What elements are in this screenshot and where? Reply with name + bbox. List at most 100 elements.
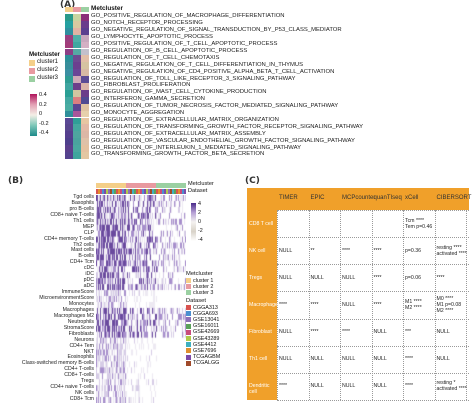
panel-b-dataset-cell: [124, 189, 127, 194]
panel-b-row-label: ImmuneScore: [61, 289, 94, 296]
panel-a-heatmap-cell: [65, 48, 73, 56]
panel-c-row-header: Dendritic cell: [249, 383, 270, 396]
panel-a-heatmap-cell: [65, 83, 73, 90]
panel-a-heatmap-cell: [73, 110, 81, 118]
panel-a-go-term-label: GO_POSITIVE_REGULATION_OF_T_CELL_APOPTOT…: [91, 41, 278, 47]
panel-b-row-label: MicroenvironmentScore: [39, 295, 94, 302]
panel-b-row-label: Tregs: [80, 378, 94, 385]
panel-b-metcluster-cell: [152, 183, 155, 188]
panel-a-go-term-label: GO_REGULATION_OF_TRANSFORMING_GROWTH_FAC…: [91, 123, 364, 130]
panel-a-colorbar-tick: 0.2: [39, 101, 47, 108]
panel-c-cell: ****: [342, 247, 351, 254]
panel-a-heatmap-cell: [65, 110, 73, 118]
panel-c-cell: ****: [310, 302, 319, 308]
panel-b-dataset-cell: [108, 189, 111, 194]
panel-a-legend-title: Metcluster: [29, 51, 60, 58]
panel-c-cell: ****: [373, 247, 382, 254]
panel-c-column-header: MCPcounter: [342, 195, 376, 201]
panel-c-cell: NULL: [373, 329, 387, 336]
panel-a-annotation-label: Metcluster: [91, 5, 123, 12]
panel-b-colorbar: [191, 203, 196, 241]
panel-a-heatmap-cell: [81, 124, 89, 132]
panel-b-row-label: Tgd cells: [73, 194, 94, 200]
panel-b-metcluster-cell: [170, 183, 173, 188]
panel-a-heatmap-cell: [65, 124, 73, 132]
panel-b-metcluster-legend: cluster 1 cluster 2 cluster 3: [186, 278, 234, 298]
panel-a-heatmap-cell: [73, 89, 81, 97]
panel-a-heatmap-cell: [73, 96, 81, 104]
panel-b-dataset-swatch: [186, 305, 191, 310]
panel-c-cell: resting * activated ****: [436, 380, 467, 393]
panel-b-dataset-swatch: [186, 317, 191, 323]
panel-c-grid-hline: [277, 291, 469, 293]
panel-b-colorbar-tick: 2: [198, 210, 201, 216]
panel-c-grid-vline: [277, 210, 278, 400]
panel-b-row-label: pro B-cells: [69, 205, 94, 212]
panel-b-row-label: iDC: [85, 271, 94, 278]
panel-b-dataset-cell: [148, 189, 151, 194]
panel-a-heatmap-cell: [65, 55, 73, 63]
panel-c-column-header: EPIC: [310, 195, 325, 201]
panel-b-row-labels: Tgd cells Basophils pro B-cells CD8+ naive …: [0, 194, 94, 405]
panel-a-heatmap-cell: [73, 152, 81, 159]
panel-a-legend-label: cluster2: [37, 67, 59, 73]
panel-a-colorbar-ticks: 0.4 0.2 0 -0.2 -0.4: [39, 92, 59, 140]
panel-b-metcluster-cell: [158, 183, 161, 188]
panel-b-metcluster-cell: [142, 183, 145, 188]
panel-b-colorbar-tick: 4: [198, 201, 201, 207]
panel-c-cell: **: [310, 247, 315, 254]
panel-c-grid-vline: [371, 210, 373, 400]
panel-b-dataset-cell: [126, 189, 129, 194]
panel-b-metcluster-cell: [134, 183, 137, 188]
panel-b-metcluster-cell: [160, 183, 163, 188]
panel-c-table: TIMER EPIC MCPcounter quanTIseq xCell CIBERSO…: [247, 188, 471, 401]
panel-c-grid-hline: [277, 372, 469, 374]
panel-b-dataset-legend: CGGA313 CGGA693 GSE13041 GSE16011 GSE42669 GS…: [186, 305, 234, 369]
panel-b-dataset-cell: [180, 189, 183, 194]
panel-b-colorbar-tick: 0: [198, 219, 201, 225]
panel-b-dataset-cell: [178, 189, 181, 194]
panel-b-dataset-swatch: [186, 348, 191, 354]
panel-c-cell: ****: [310, 329, 319, 336]
panel-a-go-term-label: GO_REGULATION_OF_EXTRACELLULAR_MATRIX_AS…: [91, 130, 266, 137]
panel-b-dataset-label: GSE42669: [193, 329, 220, 336]
panel-b-row-label: pDC: [83, 277, 94, 284]
panel-c-grid-vline: [308, 210, 310, 400]
panel-a-colorbar: [30, 94, 37, 136]
panel-b-dataset-swatch: [186, 336, 191, 341]
panel-b-metcluster-cell: [138, 183, 141, 188]
panel-c-cell: ***: [405, 329, 412, 336]
panel-a-heatmap-cell: [81, 83, 89, 90]
panel-c-cell: ****: [436, 274, 445, 281]
panel-c-cell: p=0.06: [405, 274, 422, 281]
panel-b-row-label: CD4+ naive T-cells: [50, 384, 94, 391]
panel-b-metcluster-cell: [100, 183, 103, 188]
panel-b-dataset-cell: [122, 189, 125, 194]
panel-b: (B) Metcluster Dataset Tgd cells Basophil…: [0, 173, 235, 408]
panel-c-cell: NULL: [279, 356, 293, 363]
panel-b-row-label: Neutrophils: [67, 318, 94, 325]
panel-a-heatmap-cell: [73, 62, 81, 70]
panel-b-row-label: Mast cells: [70, 247, 94, 254]
panel-a-go-term-label: GO_REGULATION_OF_TOLL_LIKE_RECEPTOR_3_SI…: [91, 75, 296, 82]
panel-c-letter: (C): [245, 176, 260, 186]
panel-a-heatmap-cell: [65, 131, 73, 139]
panel-b-metcluster-cell: [146, 183, 149, 188]
panel-b-dataset-cell: [110, 189, 113, 194]
panel-c-cell: NULL: [436, 329, 450, 336]
panel-b-dataset-cell: [134, 189, 137, 194]
panel-c-cell: NULL: [342, 383, 356, 390]
panel-a-go-term-label: GO_REGULATION_OF_B_CELL_APOPTOTIC_PROCES…: [91, 47, 248, 54]
panel-c-row-header: Th1 cell: [249, 356, 268, 363]
panel-b-dataset-label: CGGA313: [193, 304, 218, 311]
panel-b-dataset-swatch: [186, 342, 191, 348]
panel-a-go-term-label: GO_FIBROBLAST_PROLIFERATION: [91, 82, 191, 89]
panel-b-row-label: CD4+ T-cells: [64, 366, 94, 373]
panel-b-row-label: CD4+ memory T-cells: [44, 235, 94, 242]
panel-a-heatmap: [65, 14, 89, 187]
panel-b-row-label: NKT: [83, 348, 94, 355]
panel-b-row-label: StromaScore: [63, 324, 94, 331]
panel-a-go-term-label: GO_REGULATION_OF_EXTRACELLULAR_MATRIX_OR…: [91, 116, 279, 123]
panel-c-grid-hline: [277, 237, 469, 239]
panel-b-metcluster-cell: [172, 183, 175, 188]
